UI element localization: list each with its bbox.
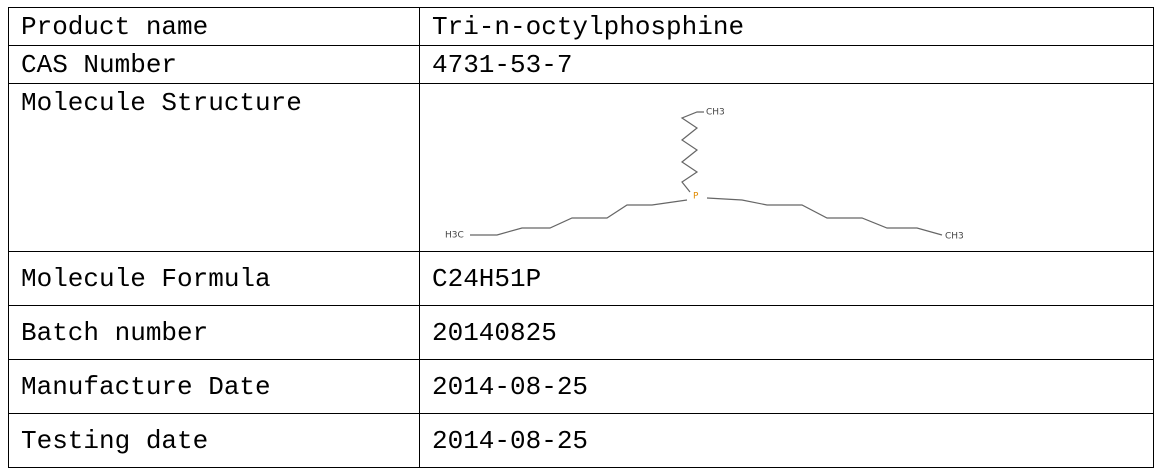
cell: Batch number (8, 305, 420, 360)
cell: Manufacture Date (8, 359, 420, 414)
bond (470, 199, 688, 236)
atom-label: H3C (445, 231, 464, 241)
atom-label: CH3 (945, 232, 964, 242)
row: Testing date 2014-08-25 (8, 413, 1154, 468)
cell: C24H51P (419, 251, 1154, 306)
cell: 2014-08-25 (419, 359, 1154, 414)
cell: 2014-08-25 (419, 413, 1154, 468)
cell: Product name (8, 7, 420, 46)
cell: 20140825 (419, 305, 1154, 360)
row: Batch number 20140825 (8, 305, 1154, 360)
cell: CH3 P H3C CH3 (419, 83, 1154, 252)
row: Molecule Formula C24H51P (8, 251, 1154, 306)
bond (680, 111, 704, 193)
spec-table: Product name Tri-n-octylphosphine CAS Num… (8, 7, 1154, 468)
cell: Molecule Formula (8, 251, 420, 306)
cell: Testing date (8, 413, 420, 468)
row: Product name Tri-n-octylphosphine (8, 7, 1154, 46)
molecule-structure: CH3 P H3C CH3 (445, 108, 964, 242)
cell: 4731-53-7 (419, 45, 1154, 84)
cell: CAS Number (8, 45, 420, 84)
row: CAS Number 4731-53-7 (8, 45, 1154, 84)
atom-label: CH3 (706, 108, 725, 118)
row: Manufacture Date 2014-08-25 (8, 359, 1154, 414)
atom-label: P (693, 192, 699, 202)
bond (706, 197, 943, 236)
row: Molecule Structure CH3 P H3C CH3 (8, 83, 1154, 252)
cell: Molecule Structure (8, 83, 420, 252)
cell: Tri-n-octylphosphine (419, 7, 1154, 46)
